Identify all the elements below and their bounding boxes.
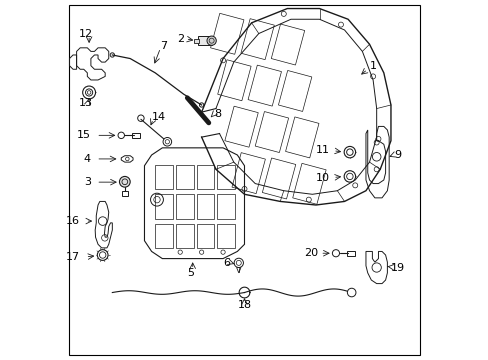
Bar bbox=[346, 251, 354, 256]
Text: 13: 13 bbox=[79, 98, 92, 108]
Text: 4: 4 bbox=[83, 154, 91, 164]
Bar bbox=[224, 106, 258, 147]
Text: 17: 17 bbox=[66, 252, 80, 262]
Bar bbox=[196, 224, 214, 248]
Bar bbox=[155, 194, 173, 219]
Bar bbox=[231, 153, 265, 194]
Bar bbox=[122, 192, 128, 196]
Bar bbox=[217, 194, 235, 219]
Bar bbox=[176, 194, 193, 219]
Bar bbox=[262, 158, 295, 199]
Text: 3: 3 bbox=[84, 177, 91, 187]
Bar bbox=[217, 60, 251, 101]
Text: 16: 16 bbox=[66, 216, 80, 226]
Text: 1: 1 bbox=[369, 61, 376, 71]
Circle shape bbox=[206, 36, 216, 45]
Text: 2: 2 bbox=[176, 34, 183, 44]
Bar bbox=[278, 71, 311, 112]
Text: 15: 15 bbox=[77, 130, 91, 140]
Text: 11: 11 bbox=[316, 145, 329, 155]
Circle shape bbox=[119, 176, 130, 187]
Circle shape bbox=[118, 132, 124, 139]
Bar bbox=[132, 133, 140, 138]
Bar bbox=[155, 224, 173, 248]
Bar bbox=[155, 165, 173, 189]
Text: 12: 12 bbox=[78, 28, 92, 39]
Text: 10: 10 bbox=[316, 173, 329, 183]
Text: 14: 14 bbox=[151, 112, 165, 122]
Bar bbox=[194, 39, 198, 43]
Circle shape bbox=[346, 288, 355, 297]
Text: 18: 18 bbox=[237, 300, 251, 310]
Bar bbox=[241, 19, 274, 60]
Bar bbox=[198, 36, 211, 45]
Text: 7: 7 bbox=[160, 41, 167, 51]
Text: 19: 19 bbox=[390, 262, 404, 273]
Circle shape bbox=[344, 171, 355, 182]
Text: 9: 9 bbox=[394, 150, 401, 160]
Bar bbox=[292, 163, 325, 204]
Bar bbox=[217, 165, 235, 189]
Bar bbox=[285, 117, 318, 158]
Bar bbox=[217, 224, 235, 248]
Bar bbox=[176, 224, 193, 248]
Bar bbox=[247, 65, 281, 106]
Circle shape bbox=[344, 147, 355, 158]
Bar bbox=[176, 165, 193, 189]
Text: 8: 8 bbox=[214, 109, 221, 119]
Circle shape bbox=[163, 138, 171, 146]
Bar bbox=[196, 165, 214, 189]
Bar bbox=[271, 24, 304, 65]
Bar bbox=[210, 13, 244, 54]
Text: 5: 5 bbox=[187, 268, 194, 278]
Text: 6: 6 bbox=[223, 258, 230, 268]
Text: 20: 20 bbox=[304, 248, 317, 258]
Circle shape bbox=[97, 249, 108, 260]
Bar bbox=[196, 194, 214, 219]
Circle shape bbox=[82, 86, 95, 99]
Circle shape bbox=[234, 258, 243, 267]
Bar bbox=[255, 112, 288, 153]
Circle shape bbox=[332, 249, 339, 257]
